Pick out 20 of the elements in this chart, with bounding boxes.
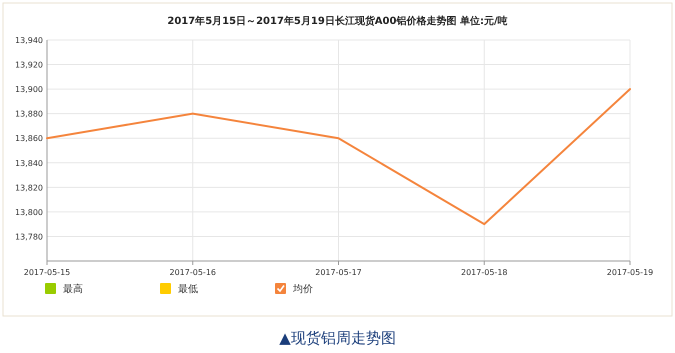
chart-title: 2017年5月15日～2017年5月19日长江现货A00铝价格走势图 单位:元/吨 — [167, 15, 508, 27]
y-tick-label: 13,880 — [15, 110, 43, 119]
y-tick-label: 13,860 — [15, 134, 43, 144]
y-tick-label: 13,940 — [15, 36, 43, 45]
legend-label: 最低 — [178, 284, 198, 295]
line-series — [46, 88, 631, 226]
legend-label: 最高 — [63, 283, 83, 295]
y-tick-label: 13,800 — [15, 208, 43, 217]
y-tick-label: 13,920 — [15, 60, 43, 70]
x-tick-label: 2017-05-16 — [170, 268, 216, 277]
y-tick-label: 13,820 — [15, 183, 43, 192]
y-tick-label: 13,780 — [15, 232, 43, 242]
x-tick-label: 2017-05-15 — [24, 268, 70, 277]
legend-label: 均价 — [292, 283, 313, 295]
y-tick-label: 13,840 — [15, 158, 43, 168]
y-tick-label: 13,900 — [15, 85, 43, 94]
x-tick-label: 2017-05-18 — [461, 268, 508, 277]
text: ▲现货铝周走势图 — [279, 329, 396, 347]
x-tick-label: 2017-05-17 — [315, 268, 362, 277]
x-tick-label: 2017-05-19 — [606, 268, 654, 277]
